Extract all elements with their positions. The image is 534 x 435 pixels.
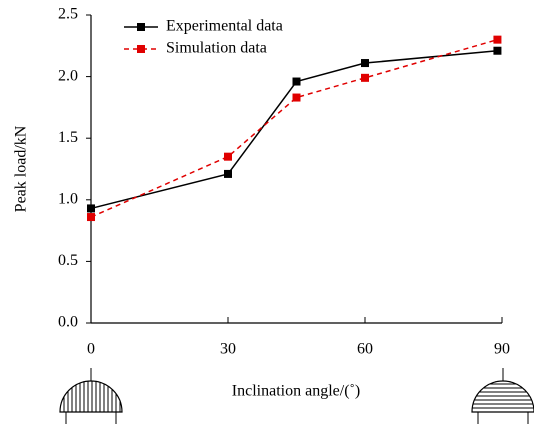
legend-marker bbox=[137, 45, 145, 53]
x-tick-label: 30 bbox=[220, 341, 236, 358]
marker bbox=[493, 35, 502, 44]
marker bbox=[361, 73, 369, 82]
x-tick-label: 60 bbox=[357, 341, 373, 358]
y-axis-title: Peak load/kN bbox=[13, 125, 30, 212]
marker bbox=[87, 204, 95, 213]
legend-label: Simulation data bbox=[166, 40, 267, 57]
x-tick-label: 90 bbox=[494, 341, 510, 358]
y-tick-label: 0.5 bbox=[58, 252, 78, 269]
series-line bbox=[90, 49, 498, 210]
y-tick-label: 2.0 bbox=[58, 67, 78, 84]
marker bbox=[224, 169, 232, 178]
x-tick-label: 0 bbox=[87, 341, 95, 358]
series-line bbox=[90, 38, 498, 218]
marker bbox=[224, 152, 232, 161]
specimen-icon-vertical bbox=[59, 368, 123, 424]
specimen-icon-horizontal bbox=[471, 368, 534, 424]
x-axis-title: Inclination angle/(˚) bbox=[232, 383, 360, 400]
marker bbox=[292, 93, 301, 102]
y-tick-label: 1.5 bbox=[58, 129, 78, 146]
legend-label: Experimental data bbox=[166, 18, 283, 35]
marker bbox=[361, 59, 369, 68]
y-tick-label: 0.0 bbox=[58, 314, 78, 331]
marker bbox=[292, 77, 301, 86]
y-tick-label: 2.5 bbox=[58, 6, 78, 23]
marker bbox=[87, 213, 95, 222]
y-tick-label: 1.0 bbox=[58, 190, 78, 207]
marker bbox=[493, 46, 502, 55]
legend-marker bbox=[137, 23, 145, 31]
